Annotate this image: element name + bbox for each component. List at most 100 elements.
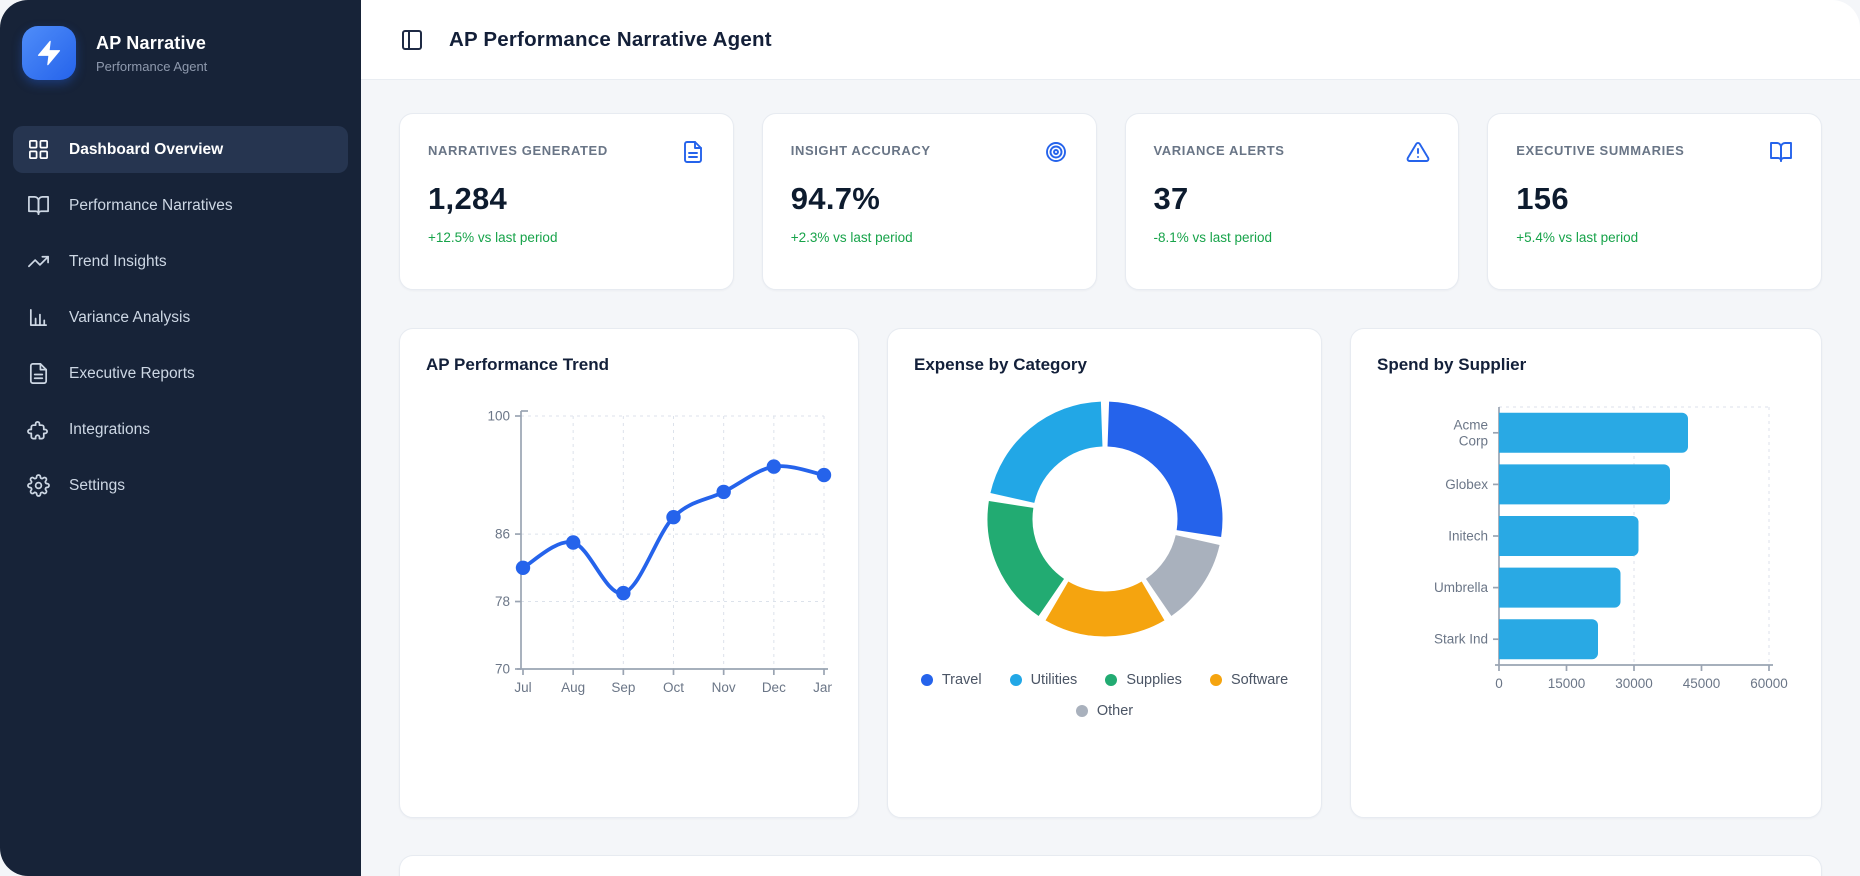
legend-label: Software bbox=[1230, 672, 1289, 688]
trend-line-chart: 100 86 78 70 Jul Aug Sep Oct Nov Dec Jan bbox=[426, 401, 834, 708]
sidebar-item-label: Variance Analysis bbox=[69, 308, 191, 326]
gear-icon bbox=[27, 474, 50, 497]
stat-delta: +12.5% vs last period bbox=[428, 230, 558, 245]
svg-text:Jan: Jan bbox=[813, 680, 832, 695]
sidebar-item-trend-insights[interactable]: Trend Insights bbox=[13, 238, 348, 285]
svg-text:Nov: Nov bbox=[712, 680, 736, 695]
target-icon bbox=[1044, 140, 1068, 164]
svg-text:0: 0 bbox=[1495, 676, 1503, 691]
svg-text:Dec: Dec bbox=[762, 680, 786, 695]
svg-text:Globex: Globex bbox=[1445, 477, 1488, 492]
supplier-bar-chart: Acme Corp Globex Initech Umbrella Stark Ind 0 1… bbox=[1377, 393, 1795, 706]
supplier-chart-title: Spend by Supplier bbox=[1377, 355, 1527, 374]
svg-text:60000: 60000 bbox=[1750, 676, 1788, 691]
brand-text: AP Narrative Performance Agent bbox=[96, 33, 207, 74]
legend-item-software[interactable]: Software bbox=[1209, 672, 1289, 688]
legend-label: Supplies bbox=[1126, 672, 1182, 688]
page-title: AP Performance Narrative Agent bbox=[449, 27, 772, 51]
legend-label: Other bbox=[1096, 703, 1134, 719]
svg-text:Jul: Jul bbox=[514, 680, 531, 695]
svg-text:Sep: Sep bbox=[611, 680, 635, 695]
legend-item-utilities[interactable]: Utilities bbox=[1009, 672, 1078, 688]
sidebar-item-label: Dashboard Overview bbox=[69, 140, 224, 158]
legend-dot bbox=[920, 674, 933, 686]
svg-text:Oct: Oct bbox=[663, 680, 684, 695]
stat-delta: +2.3% vs last period bbox=[790, 230, 913, 245]
stat-value: 37 bbox=[1153, 181, 1189, 216]
sidebar-item-variance-analysis[interactable]: Variance Analysis bbox=[13, 294, 348, 341]
sidebar-item-executive-reports[interactable]: Executive Reports bbox=[13, 350, 348, 397]
sidebar-item-settings[interactable]: Settings bbox=[13, 462, 348, 509]
stat-value: 1,284 bbox=[428, 181, 508, 216]
stat-label: VARIANCE ALERTS bbox=[1153, 143, 1285, 158]
svg-text:15000: 15000 bbox=[1548, 676, 1586, 691]
trend-chart-card: AP Performance Trend 100 86 78 70 Jul Aug Sep O… bbox=[399, 328, 859, 818]
stat-value: 156 bbox=[1516, 181, 1569, 216]
sidebar-item-label: Integrations bbox=[69, 420, 150, 438]
legend-item-other[interactable]: Other bbox=[1075, 703, 1134, 719]
sidebar-item-integrations[interactable]: Integrations bbox=[13, 406, 348, 453]
brand: AP Narrative Performance Agent bbox=[0, 26, 361, 80]
svg-text:Aug: Aug bbox=[561, 680, 585, 695]
stat-card-executive-summaries: EXECUTIVE SUMMARIES 156 +5.4% vs last peri… bbox=[1487, 113, 1822, 290]
legend-label: Travel bbox=[941, 672, 982, 688]
legend-dot bbox=[1075, 705, 1088, 717]
app-logo-bolt-icon bbox=[22, 26, 76, 80]
trend-chart-title: AP Performance Trend bbox=[426, 355, 609, 374]
svg-text:Stark Ind: Stark Ind bbox=[1434, 632, 1488, 647]
stat-label: EXECUTIVE SUMMARIES bbox=[1516, 143, 1685, 158]
alert-triangle-icon bbox=[1406, 140, 1430, 164]
expense-chart-legend: Travel Utilities Supplies Software Other bbox=[920, 672, 1290, 719]
svg-text:Umbrella: Umbrella bbox=[1434, 580, 1489, 595]
stat-label: NARRATIVES GENERATED bbox=[428, 143, 608, 158]
sidebar-item-label: Performance Narratives bbox=[69, 196, 233, 214]
svg-text:100: 100 bbox=[487, 409, 510, 424]
app-tagline: Performance Agent bbox=[96, 58, 208, 74]
stat-label: INSIGHT ACCURACY bbox=[790, 143, 931, 158]
sidebar-toggle-button[interactable] bbox=[399, 27, 425, 53]
legend-item-supplies[interactable]: Supplies bbox=[1105, 672, 1182, 688]
expense-chart-title: Expense by Category bbox=[914, 355, 1087, 374]
legend-dot bbox=[1105, 674, 1118, 686]
sidebar-item-label: Settings bbox=[69, 476, 126, 494]
charts-row: AP Performance Trend 100 86 78 70 Jul Aug Sep O… bbox=[399, 328, 1822, 818]
puzzle-icon bbox=[27, 418, 50, 441]
file-text-icon bbox=[681, 140, 705, 164]
expense-chart-card: Expense by Category Travel Utilities Suppl… bbox=[887, 328, 1322, 818]
sidebar-item-dashboard-overview[interactable]: Dashboard Overview bbox=[13, 126, 348, 173]
stat-card-variance-alerts: VARIANCE ALERTS 37 -8.1% vs last period bbox=[1124, 113, 1460, 290]
legend-label: Utilities bbox=[1030, 672, 1078, 688]
svg-text:70: 70 bbox=[495, 662, 510, 677]
svg-text:86: 86 bbox=[495, 527, 510, 542]
legend-dot bbox=[1209, 674, 1222, 686]
book-open-icon bbox=[1769, 140, 1793, 164]
sidebar-item-label: Trend Insights bbox=[69, 252, 167, 270]
svg-text:30000: 30000 bbox=[1615, 676, 1653, 691]
main-area: AP Performance Narrative Agent NARRATIVE… bbox=[361, 0, 1860, 876]
svg-text:78: 78 bbox=[495, 594, 510, 609]
top-bar: AP Performance Narrative Agent bbox=[361, 0, 1860, 80]
sidebar-nav: Dashboard Overview Performance Narratives… bbox=[0, 126, 361, 509]
svg-text:Corp: Corp bbox=[1459, 433, 1488, 448]
trending-up-icon bbox=[27, 250, 50, 273]
svg-text:45000: 45000 bbox=[1683, 676, 1721, 691]
content: NARRATIVES GENERATED 1,284 +12.5% vs last … bbox=[361, 80, 1860, 876]
bar-chart-icon bbox=[27, 306, 50, 329]
svg-text:Acme: Acme bbox=[1453, 417, 1488, 432]
book-open-icon bbox=[27, 194, 50, 217]
stat-delta: -8.1% vs last period bbox=[1153, 230, 1273, 245]
legend-item-travel[interactable]: Travel bbox=[920, 672, 982, 688]
app-name: AP Narrative bbox=[96, 32, 207, 53]
legend-dot bbox=[1009, 674, 1022, 686]
stat-card-insight-accuracy: INSIGHT ACCURACY 94.7% +2.3% vs last perio… bbox=[761, 113, 1097, 290]
svg-text:Initech: Initech bbox=[1448, 529, 1488, 544]
grid-icon bbox=[27, 138, 50, 161]
sidebar-item-performance-narratives[interactable]: Performance Narratives bbox=[13, 182, 348, 229]
sidebar: AP Narrative Performance Agent Dashboard… bbox=[0, 0, 361, 876]
file-text-icon bbox=[27, 362, 50, 385]
stats-row: NARRATIVES GENERATED 1,284 +12.5% vs last … bbox=[399, 113, 1822, 290]
stat-value: 94.7% bbox=[790, 181, 881, 216]
expense-donut-chart bbox=[965, 389, 1245, 658]
stat-delta: +5.4% vs last period bbox=[1516, 230, 1639, 245]
